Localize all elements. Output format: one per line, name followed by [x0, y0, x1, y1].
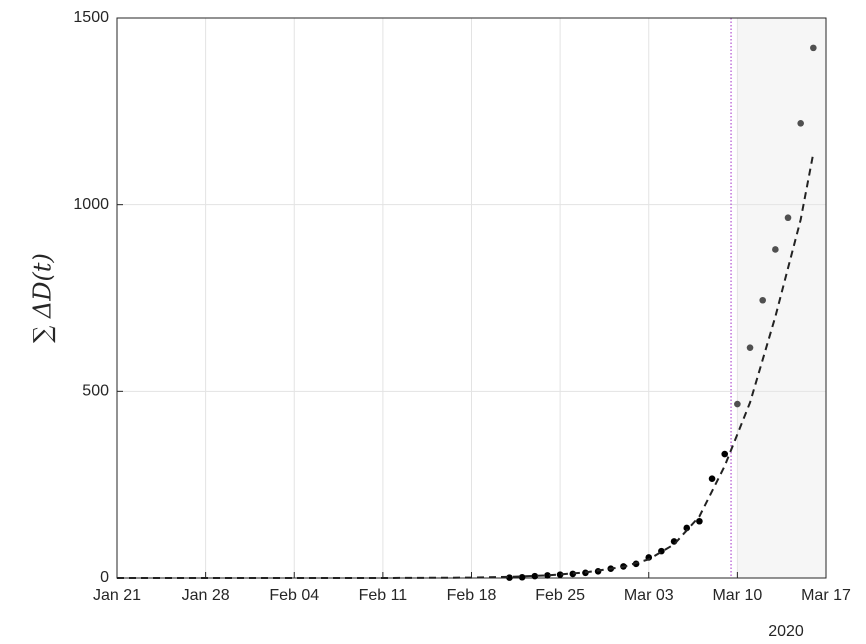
data-point — [544, 572, 551, 579]
data-point — [784, 214, 792, 222]
x-tick-label: Mar 10 — [712, 587, 762, 604]
x-tick-label: Feb 11 — [359, 587, 408, 604]
data-point — [683, 524, 691, 532]
data-point — [556, 571, 564, 578]
x-tick-label: Feb 18 — [447, 587, 497, 604]
x-tick-label: Feb 04 — [269, 587, 319, 604]
data-point — [721, 450, 729, 458]
data-point — [810, 44, 817, 52]
x-tick-label: Jan 21 — [93, 587, 141, 604]
data-point — [569, 570, 577, 578]
x-tick-label: Mar 17 — [801, 587, 851, 604]
fit-line — [117, 152, 815, 579]
x-tick-label: Jan 28 — [182, 587, 230, 604]
y-axis-label: ∑ ΔD(t) — [29, 253, 57, 343]
data-point — [531, 572, 539, 580]
data-point — [518, 573, 526, 581]
x-tick-label: Mar 03 — [624, 587, 674, 604]
y-tick-label: 1000 — [73, 196, 109, 213]
y-tick-label: 0 — [100, 569, 109, 586]
data-point — [797, 119, 804, 127]
x-tick-label: Feb 25 — [535, 587, 585, 604]
forecast-region — [737, 18, 826, 578]
y-tick-label: 500 — [82, 383, 109, 400]
data-point — [734, 400, 741, 408]
data-point — [696, 517, 703, 525]
y-tick-label: 1500 — [73, 9, 109, 26]
data-point — [759, 296, 766, 304]
data-point — [708, 475, 716, 482]
data-point — [772, 246, 779, 253]
x-year-label: 2020 — [768, 623, 804, 640]
data-point — [746, 344, 754, 351]
